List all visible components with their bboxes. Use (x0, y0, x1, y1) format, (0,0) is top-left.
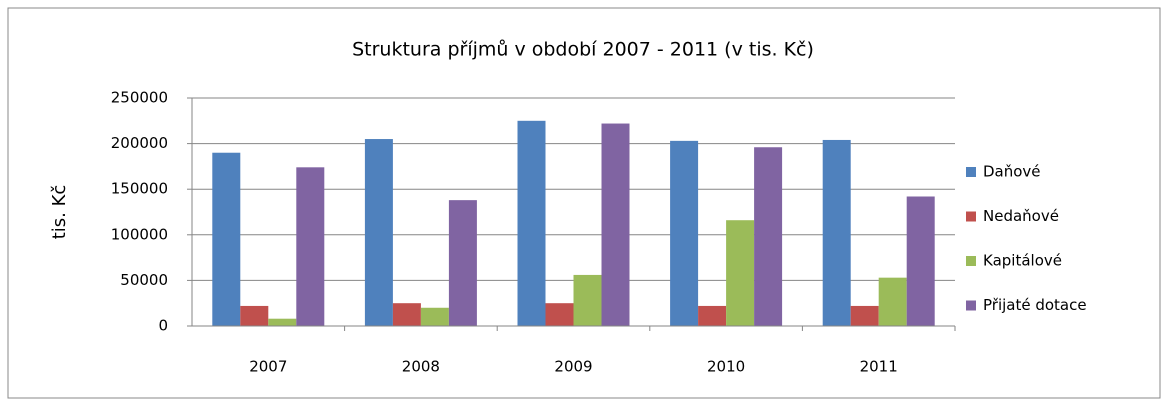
y-tick-label: 150000 (111, 180, 168, 198)
bar (545, 303, 574, 326)
bar (573, 274, 602, 326)
bar (212, 152, 241, 326)
bar (601, 123, 630, 326)
x-tick-label: 2011 (860, 358, 898, 376)
chart-title: Struktura příjmů v období 2007 - 2011 (v… (352, 39, 814, 61)
x-tick-label: 2008 (402, 358, 440, 376)
legend-swatch (966, 256, 976, 266)
bar (670, 140, 699, 326)
legend-label: Kapitálové (983, 252, 1062, 270)
bar (420, 307, 449, 326)
bar (850, 305, 879, 326)
bar (296, 167, 325, 326)
bar (726, 220, 755, 326)
x-tick-label: 2009 (554, 358, 592, 376)
y-tick-label: 0 (158, 317, 168, 335)
bar (240, 305, 269, 326)
bar (392, 303, 421, 326)
chart-frame (7, 7, 1161, 399)
x-tick-label: 2007 (249, 358, 287, 376)
y-axis-title: tis. Kč (49, 185, 70, 240)
legend-swatch (966, 211, 976, 222)
bar (517, 120, 546, 326)
bar (906, 196, 935, 326)
legend-label: Přijaté dotace (983, 296, 1087, 314)
y-tick-label: 50000 (120, 271, 168, 289)
y-tick-label: 250000 (111, 89, 168, 107)
legend-label: Nedaňové (983, 207, 1059, 225)
x-tick-label: 2010 (707, 358, 745, 376)
legend-label: Daňové (983, 163, 1041, 181)
bar (878, 277, 907, 326)
y-tick-label: 100000 (111, 225, 168, 243)
legend-swatch (966, 300, 976, 311)
y-tick-label: 200000 (111, 134, 168, 152)
bar (448, 200, 477, 326)
bar (698, 305, 727, 326)
bar (822, 139, 851, 326)
bar (754, 147, 783, 326)
bar (364, 139, 393, 326)
bar (268, 318, 297, 326)
legend-swatch (966, 167, 976, 177)
